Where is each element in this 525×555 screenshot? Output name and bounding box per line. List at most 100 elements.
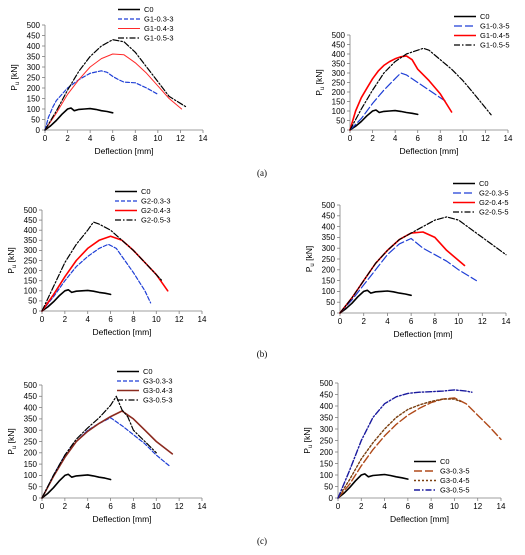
x-tick-label: 10 <box>153 134 162 143</box>
series-line-G3-0.3-5 <box>337 397 502 499</box>
x-tick-label: 2 <box>361 317 366 326</box>
x-axis-title: Deflection [mm] <box>92 327 151 337</box>
y-tick-label: 400 <box>332 50 346 59</box>
y-axis-title-sub: u <box>12 446 18 449</box>
x-tick-label: 12 <box>481 134 490 143</box>
series-line-C0 <box>349 109 419 131</box>
x-tick-label: 4 <box>85 502 90 511</box>
y-tick-label: 250 <box>332 78 346 87</box>
y-tick-label: 50 <box>28 483 37 492</box>
y-tick-label: 50 <box>336 116 345 125</box>
x-tick-label: 14 <box>497 502 506 511</box>
y-tick-label: 0 <box>331 309 336 318</box>
x-tick-label: 8 <box>433 317 438 326</box>
y-tick-label: 300 <box>24 246 38 255</box>
y-tick-label: 50 <box>28 297 37 306</box>
y-axis-title-sub: u <box>308 445 314 448</box>
x-tick-label: 0 <box>40 502 45 511</box>
x-axis-title: Deflection [mm] <box>94 146 153 156</box>
y-tick-label: 100 <box>320 471 334 480</box>
chart-panel-a-right: 0 2 4 6 8 10 12 14 05010015020025030035040045050… <box>314 12 513 156</box>
y-tick-label: 150 <box>27 94 41 103</box>
y-tick-label: 200 <box>27 84 41 93</box>
x-tick-label: 6 <box>108 315 113 324</box>
legend-label: C0 <box>141 187 151 196</box>
legend-label: G1-0.5-5 <box>480 41 510 50</box>
y-tick-label: 300 <box>24 426 38 435</box>
y-tick-label: 500 <box>332 31 346 40</box>
y-tick-label: 400 <box>322 222 336 231</box>
y-tick-label: 350 <box>320 413 334 422</box>
y-tick-label: 350 <box>24 415 38 424</box>
y-tick-label: 100 <box>332 107 346 116</box>
x-tick-label: 14 <box>198 502 207 511</box>
y-tick-label: 300 <box>332 69 346 78</box>
x-tick-label: 6 <box>415 134 420 143</box>
x-tick-label: 12 <box>473 502 482 511</box>
x-tick-label: 14 <box>198 315 207 324</box>
x-tick-label: 6 <box>108 502 113 511</box>
y-tick-label: 200 <box>320 448 334 457</box>
x-tick-label: 6 <box>409 317 414 326</box>
y-axis-title-sub: u <box>15 82 21 85</box>
x-axis-title: Deflection [mm] <box>393 329 452 339</box>
y-axis-title-unit: [kN] <box>9 64 19 81</box>
y-tick-label: 450 <box>332 40 346 49</box>
y-tick-label: 400 <box>27 42 41 51</box>
legend-label: G2-0.5-3 <box>141 216 171 225</box>
legend-label: G3-0.4-3 <box>143 386 173 395</box>
y-tick-label: 200 <box>332 88 346 97</box>
y-tick-label: 450 <box>322 212 336 221</box>
y-tick-label: 300 <box>322 244 336 253</box>
legend-label: G2-0.3-3 <box>141 197 171 206</box>
legend-label: G3-0.3-3 <box>143 377 173 386</box>
x-tick-label: 14 <box>502 317 511 326</box>
y-tick-label: 100 <box>27 105 41 114</box>
series-line-C0 <box>337 473 409 499</box>
legend-label: G1-0.4-3 <box>144 24 174 33</box>
x-tick-label: 12 <box>175 315 184 324</box>
y-tick-label: 450 <box>24 216 38 225</box>
x-tick-label: 8 <box>429 502 434 511</box>
y-tick-label: 150 <box>24 460 38 469</box>
legend-label: C0 <box>440 457 450 466</box>
y-tick-label: 0 <box>341 126 346 135</box>
legend-label: C0 <box>479 179 489 188</box>
y-tick-label: 100 <box>24 471 38 480</box>
x-tick-label: 2 <box>65 134 70 143</box>
x-tick-label: 8 <box>131 502 136 511</box>
series-line-G1-0.3-5 <box>349 72 447 131</box>
y-tick-label: 0 <box>36 126 41 135</box>
y-tick-label: 150 <box>332 97 346 106</box>
x-tick-label: 4 <box>85 315 90 324</box>
series-line-G2-0.5-5 <box>339 216 507 314</box>
legend-label: G1-0.4-5 <box>480 31 510 40</box>
y-tick-label: 50 <box>31 115 40 124</box>
series-line-G1-0.4-5 <box>349 55 453 131</box>
x-tick-label: 6 <box>406 502 411 511</box>
x-axis-title: Deflection [mm] <box>92 514 151 524</box>
x-tick-label: 0 <box>40 315 45 324</box>
y-tick-label: 450 <box>320 390 334 399</box>
x-tick-label: 6 <box>110 134 115 143</box>
y-tick-label: 150 <box>322 276 336 285</box>
legend-label: G2-0.4-5 <box>479 198 509 207</box>
legend-label: G2-0.4-3 <box>141 206 171 215</box>
y-tick-label: 450 <box>27 31 41 40</box>
series-line-C0 <box>41 473 112 499</box>
chart-panel-c-right: 0 2 4 6 8 10 12 14 0 50 100 150 200 250 300 350 400 450 50… <box>302 379 506 524</box>
x-tick-label: 10 <box>152 315 161 324</box>
legend-label: G3-0.4-5 <box>440 476 470 485</box>
y-axis-title-unit: [kN] <box>6 428 16 445</box>
y-tick-label: 250 <box>322 255 336 264</box>
y-tick-label: 100 <box>24 287 38 296</box>
series-line-C0 <box>41 288 112 312</box>
legend-label: C0 <box>480 12 490 21</box>
x-tick-label: 14 <box>504 134 513 143</box>
y-axis-title-unit: [kN] <box>304 246 314 263</box>
x-tick-label: 4 <box>88 134 93 143</box>
y-tick-label: 250 <box>24 437 38 446</box>
x-tick-label: 12 <box>176 134 185 143</box>
x-tick-label: 0 <box>338 317 343 326</box>
